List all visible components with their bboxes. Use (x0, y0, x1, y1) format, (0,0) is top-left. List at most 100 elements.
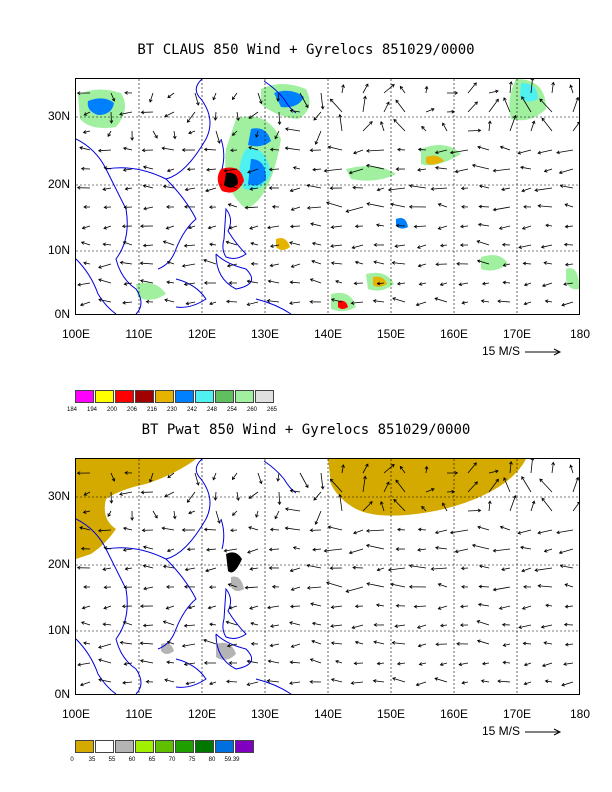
pwat-legend-swatch (235, 740, 254, 753)
wind-arrow (228, 281, 238, 285)
wind-arrow (139, 604, 154, 609)
wind-arrow (142, 545, 154, 550)
wind-arrow (437, 605, 448, 610)
wind-arrow (172, 510, 177, 520)
wind-arrow (225, 240, 238, 246)
wind-arrow (162, 564, 175, 569)
wind-arrow (459, 243, 469, 247)
wind-arrow (80, 241, 91, 246)
wind-arrow (460, 224, 469, 229)
wind-arrow (166, 280, 175, 285)
wind-arrow (488, 469, 499, 474)
wind-arrow (520, 545, 532, 550)
wind-arrow (209, 301, 217, 306)
wind-arrow (226, 263, 238, 268)
wind-arrow (248, 111, 259, 119)
graticule (76, 79, 579, 314)
claus-legend-tick-label: 260 (246, 407, 257, 413)
wind-arrow (142, 184, 154, 189)
wind-arrow (227, 203, 238, 208)
wind-arrow (103, 605, 112, 610)
wind-arrow (267, 225, 280, 230)
wind-arrow (395, 547, 406, 551)
wind-arrow (119, 260, 133, 265)
pwat-legend-swatch (115, 740, 134, 753)
wind-arrow (559, 564, 574, 569)
wind-arrow (467, 508, 482, 513)
wind-arrow (503, 97, 511, 113)
wind-arrow (408, 564, 427, 569)
wind-arrow (460, 604, 469, 609)
pwat-legend-tick-label: 75 (188, 757, 196, 763)
wind-arrow (102, 567, 112, 571)
wind-arrow (186, 547, 196, 552)
wind-arrow (165, 605, 175, 610)
wind-arrow (417, 263, 427, 268)
claus-legend-swatch (95, 390, 114, 403)
wind-arrow (183, 204, 196, 209)
wind-arrow (572, 121, 579, 132)
wind-arrow (230, 148, 238, 153)
wind-arrow (228, 605, 238, 610)
wind-arrow (338, 113, 343, 132)
wind-arrow (231, 130, 238, 136)
wind-arrow (350, 681, 364, 685)
wind-arrow (310, 222, 322, 227)
pwat-wind-map[interactable] (75, 458, 580, 695)
wind-arrow (183, 623, 196, 628)
wind-arrow (517, 149, 532, 155)
wind-arrow (395, 223, 406, 228)
wind-arrow (139, 279, 154, 284)
p2-lon-160e: 160E (439, 707, 469, 721)
wind-arrow (476, 620, 490, 626)
wind-arrow (250, 261, 259, 266)
wind-arrow (460, 186, 469, 191)
wind-arrow (228, 661, 238, 665)
wind-arrow (142, 564, 154, 569)
wind-arrow (541, 117, 553, 132)
wind-arrow (236, 491, 240, 502)
wind-arrow (203, 281, 217, 285)
wind-arrow (119, 491, 133, 496)
wind-arrow (139, 641, 154, 646)
pwat-legend-tick-label: 80 (208, 757, 216, 763)
wind-arrow (124, 470, 133, 475)
claus-wind-map[interactable] (75, 78, 580, 315)
wind-arrow (181, 263, 196, 268)
wind-arrow (289, 488, 301, 493)
wind-arrow (213, 491, 218, 501)
wind-arrow (488, 478, 499, 493)
wind-arrow (76, 91, 91, 95)
wind-arrow (521, 96, 532, 113)
wind-arrow (503, 477, 511, 493)
p2-lon-180: 180 (569, 707, 591, 721)
wind-arrow (330, 605, 343, 610)
wind-arrow (166, 205, 175, 209)
wind-arrow (284, 526, 301, 531)
wind-arrow (330, 244, 343, 248)
wind-arrow (467, 128, 482, 133)
wind-arrow (395, 479, 406, 493)
wind-arrow (534, 567, 553, 572)
wind-arrow (228, 225, 238, 230)
pwat-legend-swatch (95, 740, 114, 753)
wind-arrow (502, 643, 511, 647)
wind-arrow (213, 111, 218, 121)
wind-arrow (413, 604, 427, 609)
claus-legend-swatch (235, 390, 254, 403)
wind-arrow (292, 546, 301, 550)
claus-legend (75, 390, 275, 403)
wind-arrow (248, 146, 259, 151)
wind-arrow (203, 527, 217, 532)
wind-arrow (181, 528, 196, 532)
wind-arrow (142, 243, 154, 248)
p2-lat-30n: 30N (47, 489, 70, 503)
wind-arrow (142, 623, 154, 628)
wind-arrow (540, 624, 553, 629)
wind-arrow (203, 258, 217, 265)
wind-arrow (185, 301, 196, 306)
wind-arrow (271, 584, 280, 589)
wind-arrow (522, 261, 532, 266)
pwat-legend-swatch (195, 740, 214, 753)
wind-arrow (327, 525, 343, 531)
